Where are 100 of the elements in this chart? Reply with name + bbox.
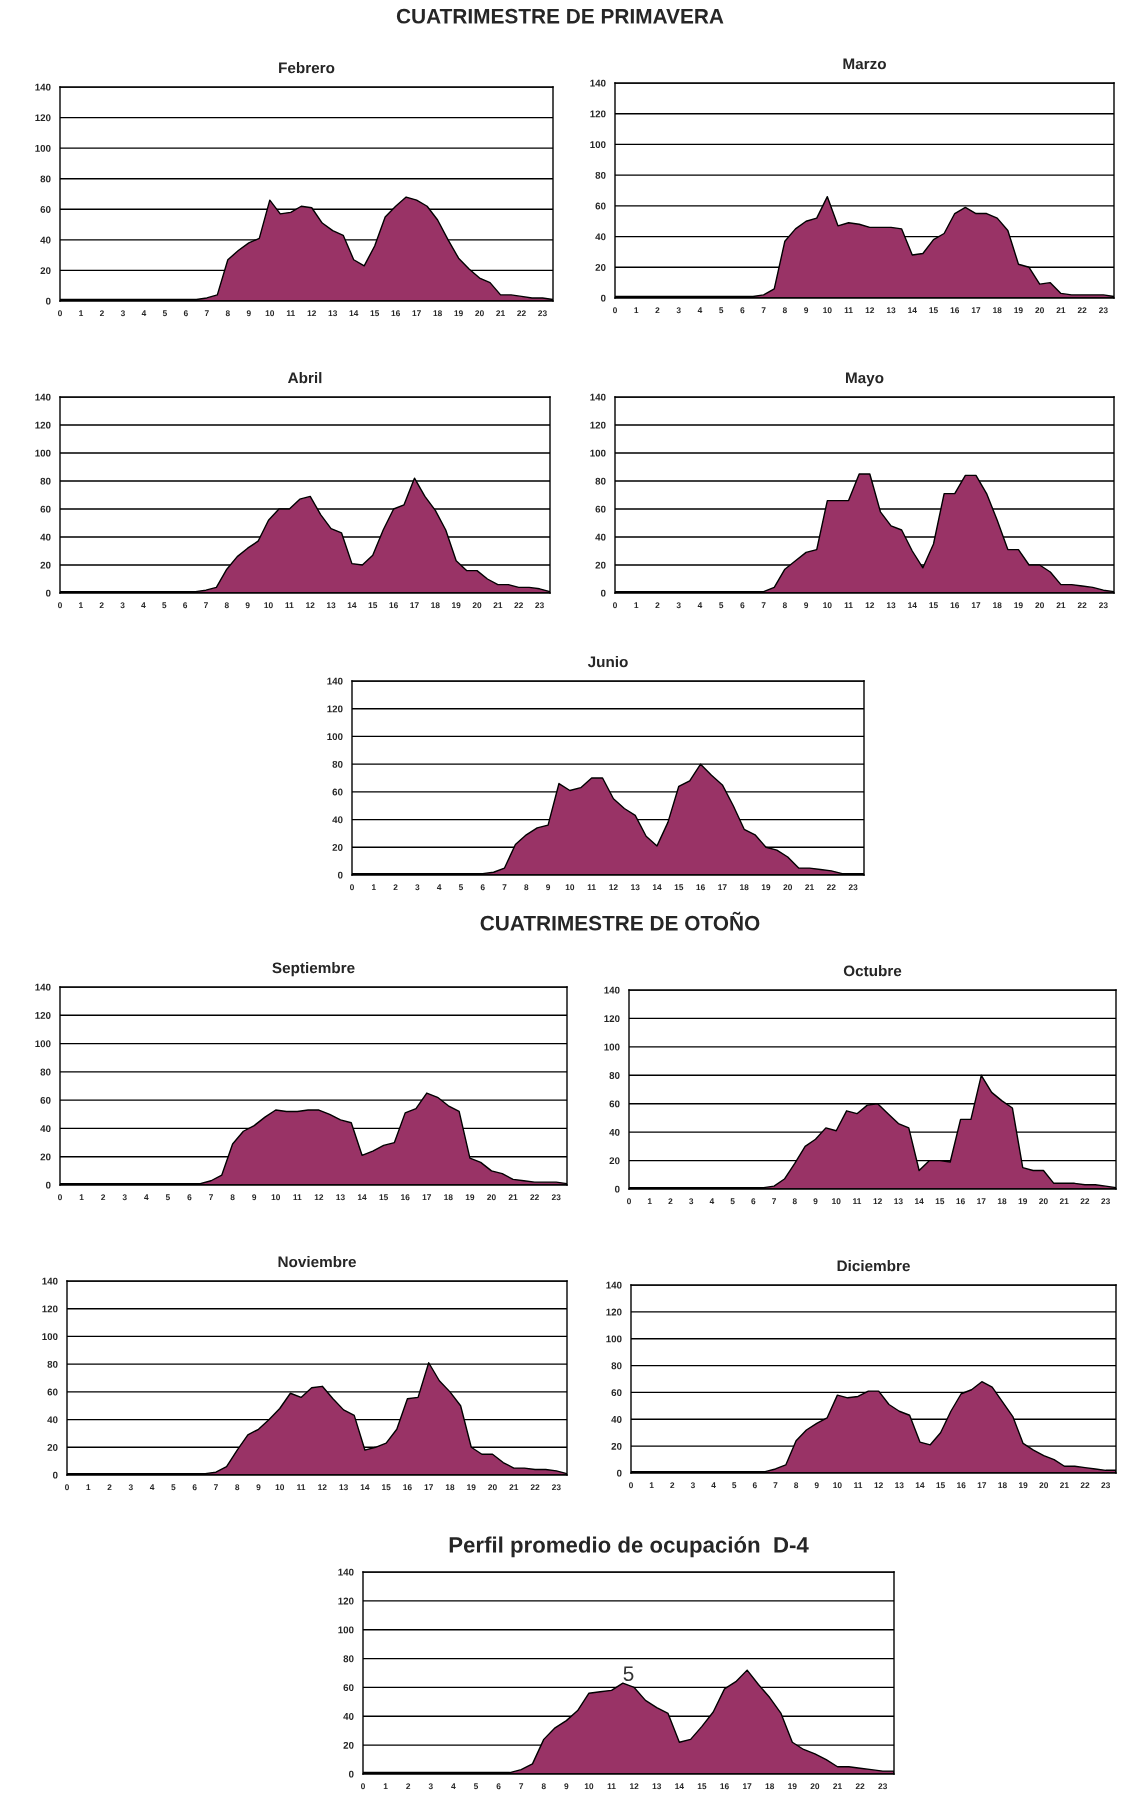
y-tick-label: 20 <box>40 267 51 275</box>
y-tick-label: 140 <box>590 79 606 87</box>
y-tick-label: 100 <box>590 449 606 457</box>
y-tick-label: 140 <box>35 393 51 401</box>
x-tick-label: 1 <box>371 884 376 891</box>
x-tick-label: 18 <box>433 310 442 317</box>
x-tick-label: 11 <box>853 1198 862 1205</box>
y-tick-label: 140 <box>590 393 606 401</box>
x-tick-label: 13 <box>326 602 336 609</box>
x-tick-label: 15 <box>370 310 380 317</box>
y-tick-label: 60 <box>611 1389 622 1397</box>
y-tick-label: 120 <box>338 1597 354 1605</box>
y-tick-label: 20 <box>47 1444 58 1451</box>
x-tick-label: 20 <box>1039 1482 1049 1489</box>
y-tick-label: 140 <box>35 983 51 991</box>
x-tick-label: 23 <box>538 310 547 317</box>
x-tick-label: 2 <box>99 602 104 609</box>
x-tick-label: 1 <box>647 1198 652 1205</box>
x-tick-label: 5 <box>162 602 167 609</box>
y-tick-label: 140 <box>338 1568 354 1576</box>
x-tick-label: 6 <box>496 1783 501 1790</box>
x-tick-label: 9 <box>245 602 250 609</box>
x-tick-label: 16 <box>950 307 960 314</box>
x-tick-label: 14 <box>360 1484 370 1491</box>
x-tick-label: 5 <box>719 602 724 609</box>
x-tick-label: 18 <box>993 602 1002 609</box>
x-tick-label: 16 <box>956 1198 965 1205</box>
y-tick-label: 140 <box>35 83 51 91</box>
x-tick-label: 10 <box>823 307 832 314</box>
x-tick-label: 18 <box>765 1783 775 1790</box>
y-tick-label: 0 <box>616 1469 622 1477</box>
y-tick-label: 60 <box>595 505 606 513</box>
x-tick-label: 12 <box>873 1198 882 1205</box>
x-tick-label: 9 <box>546 884 551 891</box>
x-tick-label: 5 <box>730 1198 735 1205</box>
chart-title: Noviembre <box>278 1256 356 1268</box>
y-tick-label: 40 <box>40 236 51 244</box>
x-tick-label: 17 <box>743 1783 752 1790</box>
x-tick-label: 15 <box>929 307 938 314</box>
x-tick-label: 17 <box>977 1482 987 1489</box>
x-tick-label: 3 <box>676 602 681 609</box>
y-tick-label: 120 <box>35 114 51 122</box>
x-tick-label: 2 <box>655 602 660 609</box>
x-tick-label: 13 <box>886 307 896 314</box>
x-tick-label: 1 <box>634 307 639 314</box>
x-tick-label: 6 <box>751 1198 756 1205</box>
x-tick-label: 3 <box>689 1198 694 1205</box>
x-tick-label: 5 <box>732 1482 737 1489</box>
x-tick-label: 19 <box>467 1484 476 1491</box>
y-tick-label: 80 <box>609 1072 620 1079</box>
x-tick-label: 12 <box>865 602 875 609</box>
x-tick-label: 4 <box>711 1482 716 1489</box>
x-tick-label: 19 <box>1014 602 1023 609</box>
chart-title: Perfil promedio de ocupación D-4 <box>449 1536 809 1558</box>
x-tick-label: 10 <box>584 1783 594 1790</box>
x-tick-label: 4 <box>141 602 146 609</box>
x-tick-label: 22 <box>1077 602 1087 609</box>
x-tick-label: 20 <box>1035 307 1044 314</box>
x-tick-label: 23 <box>1101 1198 1110 1205</box>
x-tick-label: 4 <box>697 307 703 314</box>
x-tick-label: 3 <box>690 1482 695 1489</box>
x-tick-label: 4 <box>709 1198 715 1205</box>
x-tick-label: 3 <box>120 602 125 609</box>
x-tick-label: 20 <box>487 1194 496 1201</box>
y-tick-label: 0 <box>600 294 606 302</box>
y-tick-label: 140 <box>327 677 343 685</box>
x-tick-label: 20 <box>783 884 793 891</box>
x-tick-label: 11 <box>285 602 294 609</box>
x-tick-label: 17 <box>977 1198 986 1205</box>
x-tick-label: 18 <box>444 1194 453 1201</box>
y-tick-label: 120 <box>590 421 606 429</box>
x-tick-label: 18 <box>993 307 1002 314</box>
x-tick-label: 16 <box>696 884 705 891</box>
y-tick-label: 120 <box>35 421 51 429</box>
x-tick-label: 11 <box>844 307 853 314</box>
x-tick-label: 15 <box>674 884 684 891</box>
y-tick-label: 80 <box>595 477 606 485</box>
x-tick-label: 15 <box>935 1198 945 1205</box>
y-tick-label: 100 <box>42 1333 58 1341</box>
x-tick-label: 10 <box>275 1484 285 1491</box>
x-tick-label: 21 <box>493 602 503 609</box>
x-tick-label: 4 <box>144 1194 149 1201</box>
x-tick-label: 13 <box>895 1482 904 1489</box>
x-tick-label: 11 <box>297 1484 306 1491</box>
x-tick-label: 11 <box>286 310 295 317</box>
x-tick-label: 21 <box>1060 1482 1069 1489</box>
x-tick-label: 10 <box>565 884 575 891</box>
x-tick-label: 17 <box>718 884 727 891</box>
x-tick-label: 16 <box>950 602 960 609</box>
x-tick-label: 13 <box>894 1198 903 1205</box>
chart-title: Marzo <box>843 58 886 70</box>
y-tick-label: 80 <box>40 175 51 183</box>
x-tick-label: 5 <box>458 884 464 891</box>
x-tick-label: 3 <box>128 1484 133 1491</box>
x-tick-label: 11 <box>607 1783 616 1790</box>
y-tick-label: 60 <box>40 206 51 213</box>
x-tick-label: 7 <box>773 1482 778 1489</box>
y-tick-label: 0 <box>45 297 51 305</box>
annotation: 5 <box>623 1666 634 1681</box>
y-tick-label: 140 <box>606 1281 622 1289</box>
